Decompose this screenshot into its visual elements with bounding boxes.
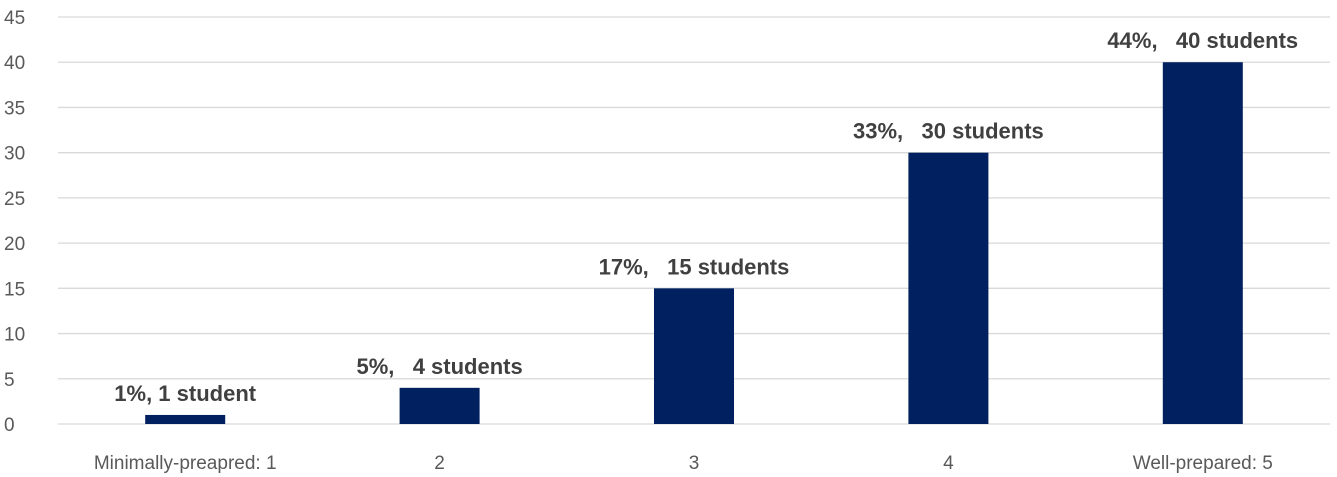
data-label: 17%, 15 students [599,254,790,279]
y-tick-label: 10 [4,325,25,346]
bar [1162,62,1243,424]
y-tick-label: 15 [4,279,25,300]
data-label: 44%, 40 students [1107,28,1298,53]
y-tick-label: 30 [4,144,25,165]
data-label: 1%, 1 student [114,381,256,406]
data-labels: 1%, 1 student 5%, 4 students 17%, 15 stude… [114,28,1298,406]
x-tick-label: Minimally-preapred: 1 [94,453,277,474]
y-tick-label: 20 [4,234,25,255]
bar [908,152,989,424]
bars [145,62,1243,424]
y-tick-label: 40 [4,53,25,74]
x-tick-label: 2 [434,453,445,474]
y-tick-label: 25 [4,189,25,210]
x-tick-label: 4 [943,453,954,474]
y-tick-label: 45 [4,8,25,29]
y-tick-label: 35 [4,98,25,119]
bar [654,288,734,424]
y-tick-label: 0 [4,415,15,436]
x-tick-label: Well-prepared: 5 [1133,453,1273,474]
bar [145,414,226,424]
gridlines [58,16,1330,425]
data-label: 5%, 4 students [356,354,522,379]
bar [399,387,480,424]
y-axis-tick-labels: 0 5 10 15 20 25 30 35 40 45 [4,8,25,436]
x-axis-tick-labels: Minimally-preapred: 1 2 3 4 Well-prepared: 5 [94,453,1273,474]
x-tick-label: 3 [689,453,700,474]
y-tick-label: 5 [4,370,15,391]
data-label: 33%, 30 students [853,119,1044,144]
